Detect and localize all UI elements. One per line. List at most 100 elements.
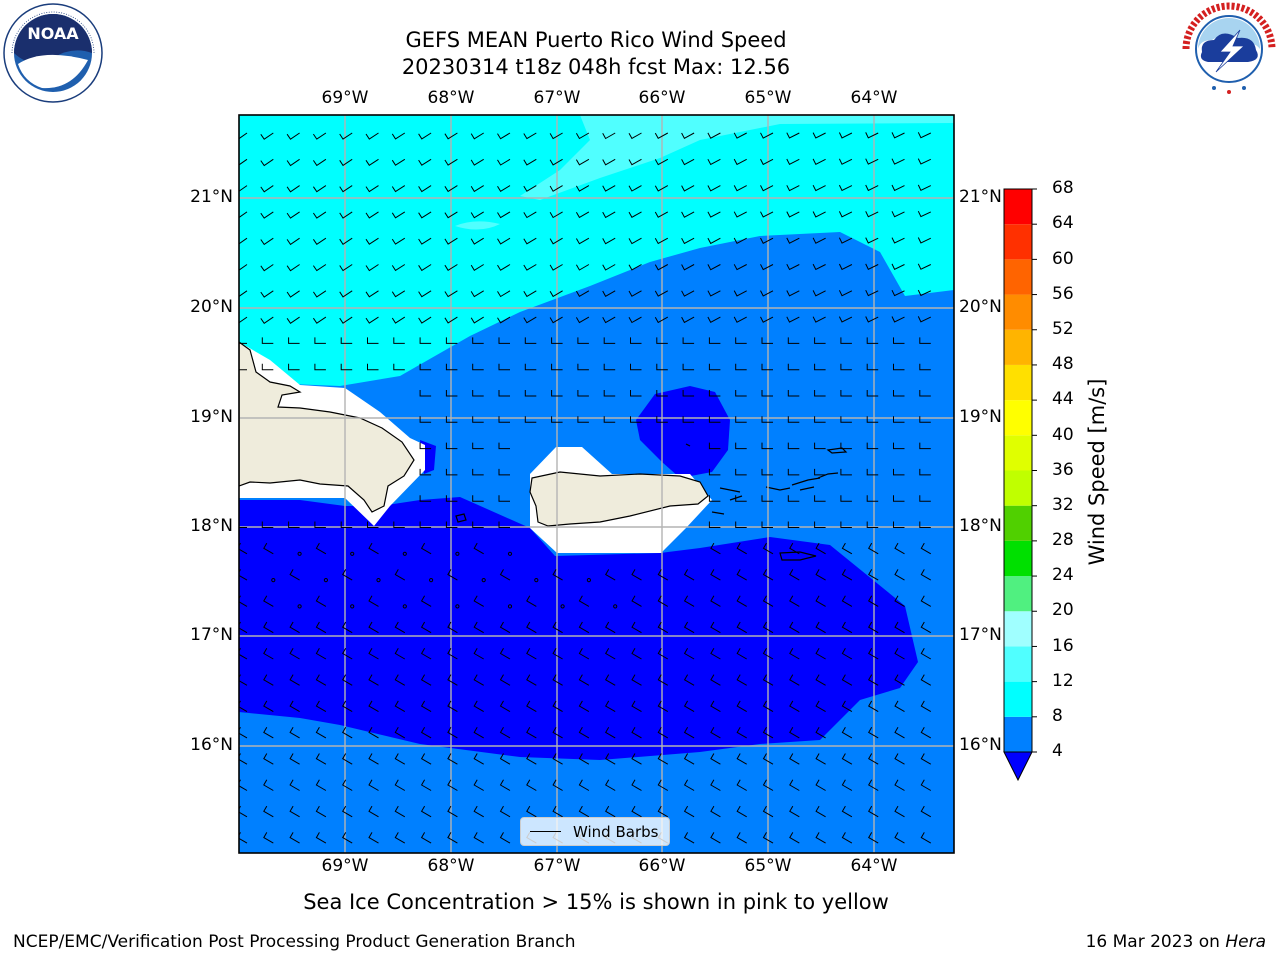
colorbar-band <box>1004 470 1032 506</box>
wind-barb <box>628 290 642 297</box>
wind-barb <box>289 621 300 634</box>
wind-barb <box>239 342 247 344</box>
wind-barb <box>418 158 432 166</box>
wind-barb <box>391 132 406 140</box>
wind-barb <box>920 674 932 686</box>
wind-barb <box>523 132 537 140</box>
wind-barb <box>840 468 852 476</box>
wind-barb <box>683 753 695 765</box>
colorbar-band <box>1004 224 1032 260</box>
wind-barb <box>683 648 695 660</box>
calm-wind-marker <box>534 578 539 583</box>
colorbar-tick-label: 4 <box>1052 741 1063 761</box>
wind-barb <box>919 495 931 502</box>
wind-barb <box>239 527 247 528</box>
wind-barb <box>286 316 300 324</box>
wind-barb <box>917 289 932 297</box>
wind-barb <box>473 726 484 739</box>
lat-label-right: 17°N <box>959 625 1002 645</box>
wind-barb <box>786 158 800 165</box>
colorbar-tick-label: 64 <box>1052 213 1074 233</box>
wind-barb <box>497 237 511 245</box>
wind-barb <box>394 569 406 581</box>
lon-label-top: 65°W <box>744 88 792 108</box>
wind-barb <box>286 211 300 219</box>
wind-barb <box>365 158 379 166</box>
wind-barb <box>263 700 274 713</box>
wind-barb <box>630 337 642 344</box>
wind-barb <box>444 264 458 271</box>
lon-label-bottom: 65°W <box>744 856 792 876</box>
wind-barb <box>286 158 300 167</box>
wind-barb <box>868 674 879 686</box>
lon-label-bottom: 67°W <box>533 856 581 876</box>
lat-label-right: 19°N <box>959 407 1002 427</box>
wind-barb <box>630 390 642 397</box>
calm-wind-marker <box>586 578 592 583</box>
wind-barb <box>578 700 590 713</box>
wind-barb <box>865 237 879 244</box>
wind-barb <box>473 753 484 765</box>
wind-barb <box>682 390 695 397</box>
wind-barb <box>499 700 511 713</box>
wind-barb <box>787 416 800 423</box>
wind-barb <box>736 674 747 686</box>
wind-barb <box>868 832 879 844</box>
wind-barb <box>761 442 773 450</box>
wind-barb <box>654 316 669 324</box>
wind-barb <box>894 805 905 818</box>
wind-barb <box>683 805 695 818</box>
wind-barb <box>736 779 747 791</box>
wind-barb <box>473 648 484 660</box>
wind-barb <box>391 237 406 245</box>
wind-barb <box>681 211 695 218</box>
wind-barb <box>497 211 511 219</box>
wind-barb <box>841 621 853 634</box>
wind-barb <box>472 363 484 371</box>
wind-barb <box>736 832 747 844</box>
wind-barb <box>657 648 669 660</box>
wind-barb <box>762 648 774 660</box>
wind-barb <box>920 832 932 844</box>
wind-barb <box>865 158 879 165</box>
wind-barb <box>602 132 616 140</box>
wind-barb <box>814 416 826 423</box>
wind-barb <box>447 779 458 791</box>
wind-barb <box>628 316 642 324</box>
wind-barb <box>420 726 432 739</box>
wind-barb <box>368 648 379 660</box>
wind-barb <box>708 521 721 528</box>
wind-barb <box>497 290 511 298</box>
wind-barb <box>470 132 484 140</box>
calm-wind-marker <box>350 604 355 609</box>
wind-barb <box>761 521 773 528</box>
wind-barb <box>893 416 905 423</box>
wind-barb <box>840 521 852 528</box>
wind-barb <box>762 832 774 844</box>
wind-barb <box>602 185 616 192</box>
calm-wind-marker <box>455 551 460 556</box>
wind-barb <box>762 542 774 555</box>
wind-barb <box>286 185 300 193</box>
wind-barb <box>312 290 327 298</box>
wind-barb <box>286 264 300 272</box>
wind-barb <box>499 726 511 739</box>
wind-barb <box>891 211 905 218</box>
wind-barb <box>707 264 721 271</box>
wind-barb <box>654 237 669 245</box>
wind-barb <box>473 542 484 555</box>
chart-subtitle: 20230314 t18z 048h fcst Max: 12.56 <box>401 55 791 79</box>
wind-barb <box>499 621 511 634</box>
wind-barb <box>657 595 669 607</box>
wind-barb <box>420 779 432 791</box>
wind-barb <box>733 264 747 271</box>
wind-barb <box>840 363 852 371</box>
wind-barb <box>920 542 932 555</box>
wind-barb <box>289 832 300 844</box>
wind-barb <box>920 621 932 634</box>
wind-barb <box>261 363 274 371</box>
lon-label-bottom: 68°W <box>427 856 475 876</box>
wind-barb <box>239 211 248 219</box>
wind-barb <box>760 158 774 166</box>
